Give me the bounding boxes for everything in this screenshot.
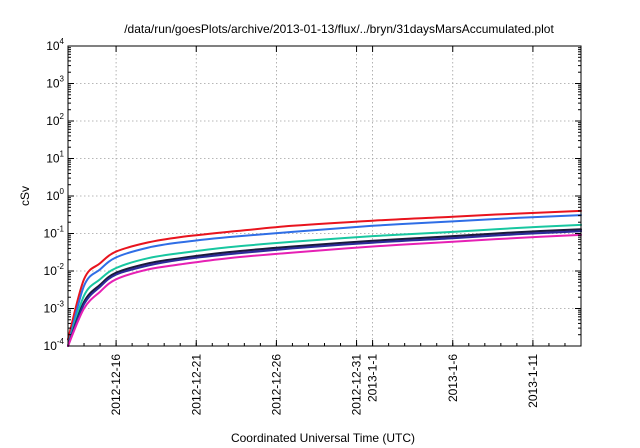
x-tick-label: 2012-12-16 bbox=[109, 354, 123, 416]
series-group bbox=[67, 209, 582, 347]
y-axis: 10-4 10-3 10-2 10-1 100 101 102 103 104 bbox=[44, 37, 581, 353]
x-tick-label: 2012-12-31 bbox=[350, 354, 364, 416]
series-line bbox=[67, 230, 582, 347]
y-tick-label: 100 bbox=[46, 187, 64, 203]
series-line bbox=[67, 214, 582, 347]
y-tick-label: 104 bbox=[46, 37, 64, 53]
x-tick-label: 2013-1-6 bbox=[446, 354, 460, 402]
x-axis: 2012-12-16 2012-12-21 2012-12-26 2012-12-31… bbox=[67, 46, 582, 416]
y-tick-label: 10-1 bbox=[44, 225, 65, 241]
y-tick-label: 10-3 bbox=[44, 300, 65, 316]
series-line bbox=[67, 209, 582, 341]
x-tick-label: 2012-12-26 bbox=[269, 354, 283, 416]
x-tick-label: 2013-1-11 bbox=[526, 354, 540, 408]
y-tick-label: 10-4 bbox=[44, 337, 65, 353]
series-line bbox=[67, 223, 582, 347]
y-tick-label: 101 bbox=[46, 150, 64, 166]
y-tick-label: 102 bbox=[46, 112, 64, 128]
chart-title: /data/run/goesPlots/archive/2013-01-13/f… bbox=[124, 22, 554, 36]
x-tick-label: 2013-1-1 bbox=[366, 354, 380, 402]
series-line bbox=[67, 228, 582, 347]
y-tick-label: 103 bbox=[46, 75, 64, 91]
y-tick-label: 10-2 bbox=[44, 262, 65, 278]
y-axis-label: cSv bbox=[18, 186, 32, 206]
x-tick-label: 2012-12-21 bbox=[189, 354, 203, 416]
x-axis-label: Coordinated Universal Time (UTC) bbox=[231, 431, 415, 445]
grid bbox=[68, 46, 581, 346]
series-line bbox=[67, 233, 582, 347]
